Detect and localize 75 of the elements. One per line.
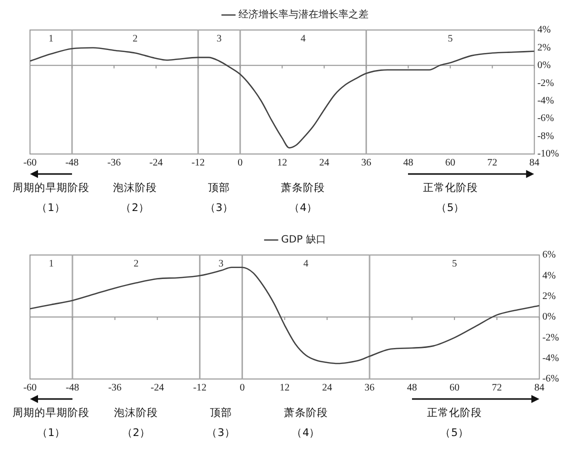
text: 周期的早期阶段	[12, 181, 90, 196]
y-tick-label: 4%	[542, 270, 556, 282]
text: （4）	[288, 201, 318, 216]
x-tick-label: 24	[319, 158, 330, 169]
x-tick-label: -24	[150, 382, 164, 394]
text: 顶部	[210, 406, 232, 421]
x-tick-label: 84	[534, 382, 544, 394]
y-tick-label: -2%	[542, 332, 560, 344]
text: （3）	[204, 201, 234, 216]
x-tick-label: 36	[361, 158, 372, 169]
annotation: 1	[48, 258, 54, 270]
x-tick-label: -60	[23, 158, 37, 169]
x-tick-label: -12	[191, 158, 205, 169]
text: （5）	[440, 426, 469, 441]
x-tick-label: -24	[149, 158, 163, 169]
annotation: 3	[216, 34, 222, 45]
annotation: 4	[303, 258, 308, 270]
y-tick-label: 0%	[542, 312, 556, 323]
x-tick-label: -12	[193, 382, 206, 394]
y-tick-label: 2%	[542, 290, 556, 302]
x-tick-label: 72	[492, 382, 502, 394]
text: （2）	[122, 426, 150, 441]
text: 萧条阶段	[281, 181, 326, 196]
text: 正常化阶段	[426, 406, 482, 421]
text: 萧条阶段	[284, 406, 328, 421]
x-tick-label: -60	[23, 382, 37, 394]
legend-label: 经济增长率与潜在增长率之差	[238, 8, 368, 21]
x-tick-label: 12	[277, 158, 288, 169]
line-series	[30, 266, 540, 364]
text: 泡沫阶段	[113, 181, 158, 196]
x-tick-label: 60	[449, 382, 460, 394]
y-tick-label: -4%	[542, 352, 560, 364]
x-tick-label: 48	[407, 382, 418, 394]
x-tick-label: -36	[107, 158, 121, 169]
text: （5）	[436, 201, 465, 216]
text: （2）	[120, 201, 150, 216]
text: 周期的早期阶段	[12, 406, 90, 421]
y-tick-label: -4%	[537, 95, 554, 106]
x-tick-label: 36	[364, 382, 375, 394]
text: （1）	[36, 201, 66, 216]
x-tick-label: 0	[240, 382, 245, 394]
x-tick-label: 84	[529, 158, 540, 169]
x-tick-label: 60	[445, 158, 456, 169]
text: 正常化阶段	[422, 181, 478, 196]
text: 泡沫阶段	[114, 406, 158, 421]
annotation: 2	[132, 34, 138, 45]
y-tick-label: 4%	[537, 24, 551, 36]
y-tick-label: -8%	[537, 130, 554, 142]
text: 顶部	[208, 181, 230, 196]
y-tick-label: 6%	[542, 250, 556, 261]
text: （4）	[292, 426, 320, 441]
annotation: 3	[218, 258, 224, 270]
x-tick-label: 12	[280, 382, 290, 394]
annotation: 5	[448, 34, 453, 45]
annotation: 4	[300, 34, 306, 45]
x-tick-label: 48	[403, 158, 414, 169]
legend-label: GDP 缺口	[281, 234, 326, 246]
text: （1）	[36, 426, 66, 441]
y-tick-label: 2%	[537, 42, 551, 54]
annotation: 1	[48, 34, 54, 45]
x-tick-label: -48	[65, 158, 79, 169]
text: （3）	[206, 426, 236, 441]
line-series	[30, 47, 534, 148]
x-tick-label: -36	[108, 382, 122, 394]
x-tick-label: 24	[322, 382, 332, 394]
y-tick-label: 0%	[537, 60, 551, 72]
y-tick-label: -10%	[537, 148, 560, 160]
y-tick-label: -6%	[537, 113, 554, 124]
y-tick-label: -2%	[537, 78, 554, 89]
x-tick-label: 0	[238, 158, 243, 169]
x-tick-label: 72	[487, 158, 498, 169]
x-tick-label: -48	[66, 382, 80, 394]
annotation: 2	[134, 258, 139, 270]
y-tick-label: -6%	[542, 374, 560, 385]
annotation: 5	[452, 258, 457, 270]
